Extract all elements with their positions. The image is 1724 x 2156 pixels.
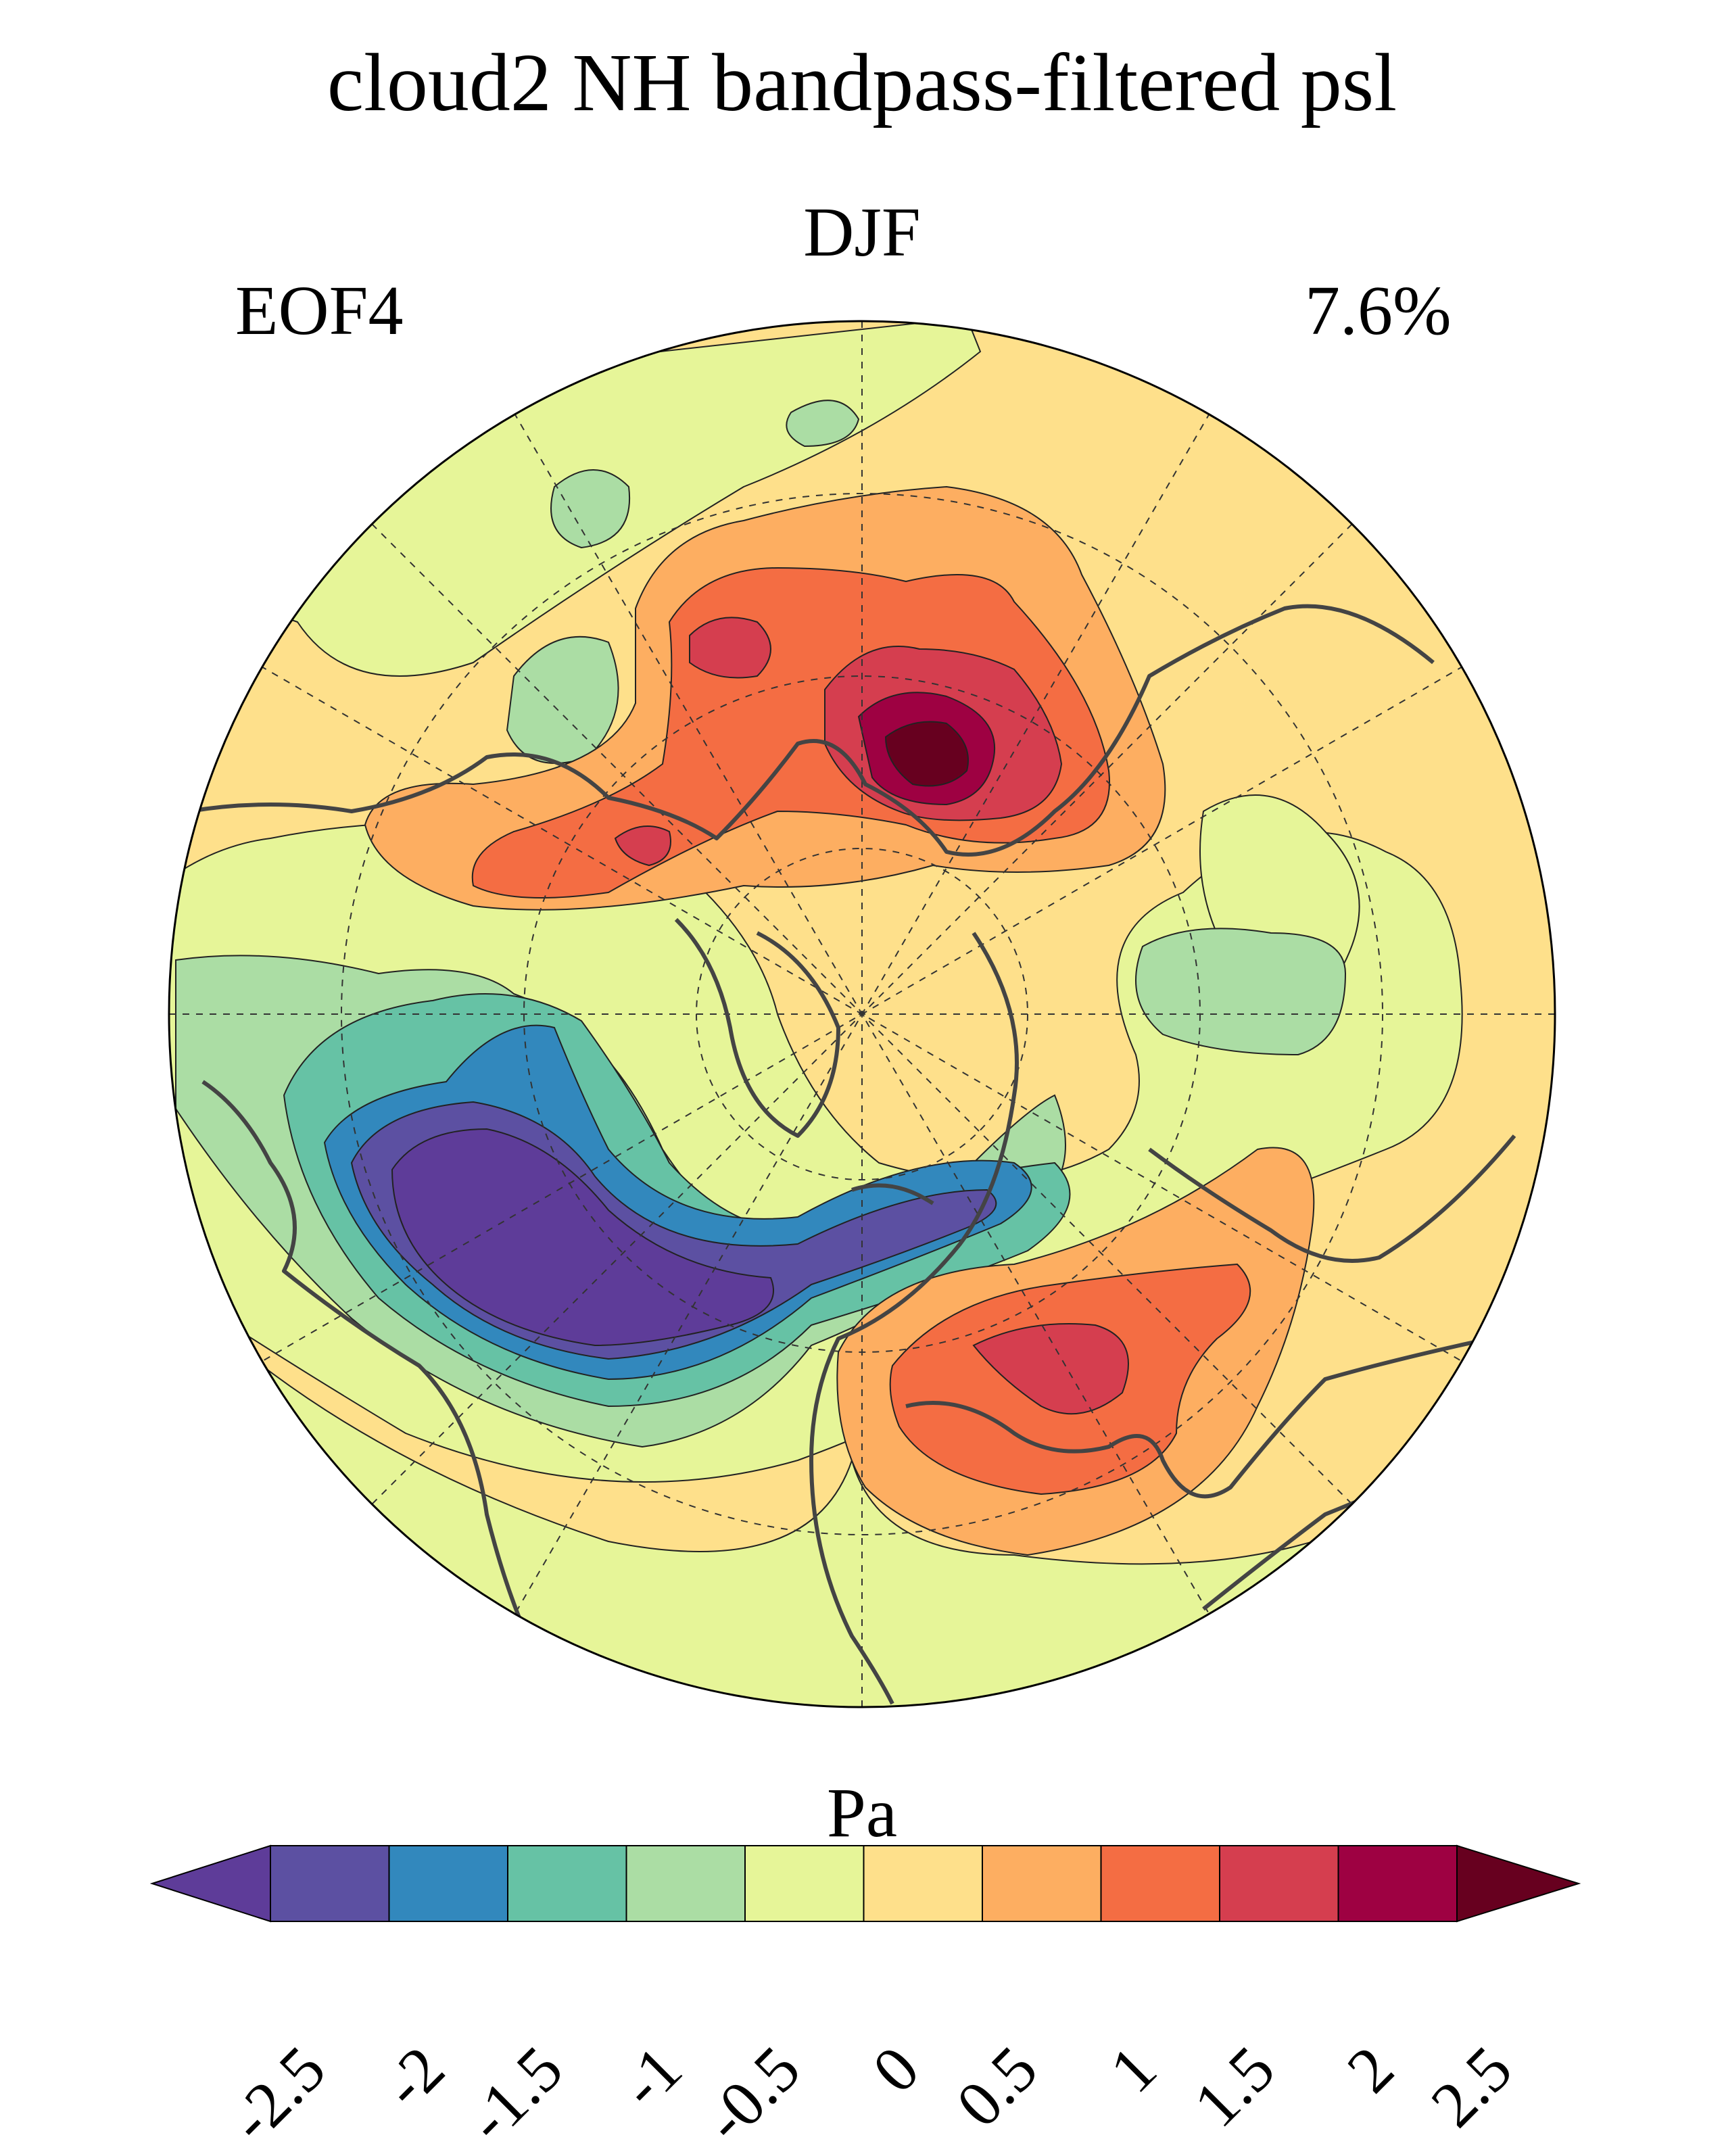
field-deep-purple [391,1128,774,1347]
colorbar-box [982,1845,1102,1922]
colorbar-box [507,1845,627,1922]
field-red-canada [614,825,671,867]
season-label: DJF [803,193,921,271]
coastlines [189,604,1555,1705]
variance-label: 7.6% [1305,272,1452,350]
field-maroon-north [884,721,969,787]
field-green-light-3 [506,636,619,764]
colorbar-box [1337,1845,1458,1922]
colorbar-box [863,1845,983,1922]
colorbar-box [744,1845,865,1922]
colorbar-units: Pa [827,1774,897,1852]
colorbar-box [1100,1845,1220,1922]
colorbar-extend-low [149,1844,271,1923]
map-border [168,320,1556,1708]
field-red-europe [972,1323,1129,1415]
graticule [169,321,1555,1707]
plot-title: cloud2 NH bandpass-filtered psl [327,37,1397,128]
contour-field [169,321,1555,1707]
colorbar-extend-high [1456,1844,1581,1923]
field-green-light-1 [786,400,860,448]
colorbar-box [1219,1845,1339,1922]
colorbar-box [388,1845,508,1922]
eof-label: EOF4 [235,272,404,350]
colorbar-box [625,1845,746,1922]
field-green-light-2 [550,469,631,549]
colorbar-box [270,1845,390,1922]
field-red-north-2 [689,617,771,679]
field-green-light-4 [1135,928,1347,1056]
